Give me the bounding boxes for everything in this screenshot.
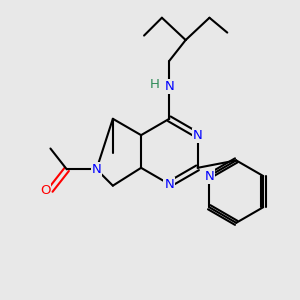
Text: N: N (204, 169, 214, 182)
Text: N: N (92, 163, 101, 176)
Text: N: N (164, 178, 174, 191)
Text: H: H (149, 78, 159, 91)
Text: N: N (193, 129, 202, 142)
Text: O: O (40, 184, 50, 196)
Text: N: N (164, 80, 174, 93)
